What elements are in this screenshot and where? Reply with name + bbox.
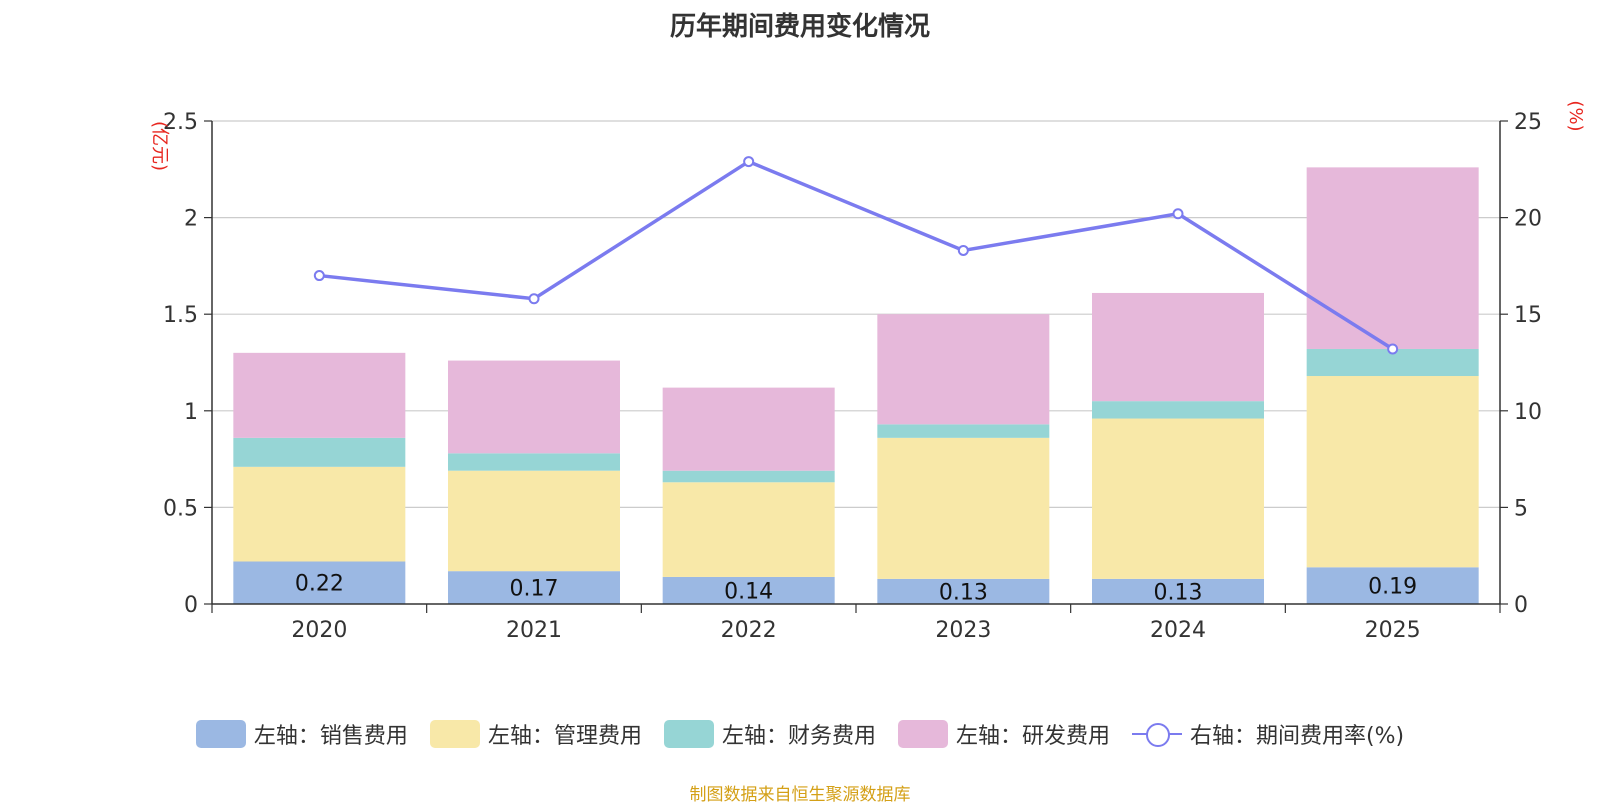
- bar-data-label: 0.13: [1154, 580, 1203, 605]
- bar-segment-2022-1: [662, 482, 835, 577]
- rate-point: [957, 244, 969, 256]
- bar-segment-2021-0: [448, 571, 620, 604]
- legend-item-finance[interactable]: 左轴：财务费用: [663, 718, 876, 750]
- rate-point: [313, 270, 325, 282]
- source-note: 制图数据来自恒生聚源数据库: [689, 785, 911, 805]
- right-axis-tick-label: 15: [1514, 303, 1542, 328]
- bar-segment-2025-1: [1306, 376, 1479, 568]
- bar-data-label: 0.17: [510, 577, 559, 602]
- chart-title: 历年期间费用变化情况: [669, 12, 930, 42]
- bar-data-label: 0.22: [295, 572, 344, 597]
- legend-swatch-rate: [1131, 720, 1182, 748]
- bar-segment-2022-3: [662, 387, 835, 471]
- rate-point: [528, 293, 540, 305]
- x-axis-tick-label: 2022: [721, 618, 777, 643]
- bar-segment-2021-3: [448, 360, 620, 454]
- left-axis-tick-label: 0: [184, 593, 198, 618]
- legend-swatch-sales: [195, 720, 246, 748]
- x-axis-tick-label: 2023: [935, 618, 991, 643]
- left-axis-tick-label: 2.5: [163, 110, 198, 135]
- bar-data-label: 0.13: [939, 580, 988, 605]
- bar-segment-2020-0: [233, 561, 406, 604]
- legend-swatch-admin: [429, 720, 480, 748]
- left-axis-tick-label: 0.5: [163, 496, 198, 521]
- right-axis-tick-label: 5: [1514, 496, 1528, 521]
- x-axis-tick-label: 2024: [1150, 618, 1206, 643]
- bar-segment-2024-0: [1092, 578, 1264, 604]
- rate-point: [1387, 343, 1399, 355]
- bar-segment-2021-2: [448, 453, 620, 471]
- bar-segment-2023-1: [877, 437, 1050, 579]
- left-axis-tick-label: 2: [184, 207, 198, 232]
- rate-point: [743, 156, 755, 168]
- bar-segment-2024-1: [1092, 418, 1264, 579]
- bar-segment-2023-0: [877, 578, 1050, 604]
- legend-label-sales: 左轴：销售费用: [253, 724, 408, 749]
- rate-line: [319, 159, 1394, 351]
- bar-segment-2025-0: [1306, 567, 1479, 604]
- right-axis-tick-label: 20: [1514, 207, 1542, 232]
- legend-swatch-rnd: [897, 720, 948, 748]
- bar-segment-2023-2: [877, 424, 1050, 438]
- bar-segment-2023-3: [877, 314, 1050, 425]
- right-axis-tick-label: 25: [1514, 110, 1542, 135]
- legend-item-admin[interactable]: 左轴：管理费用: [429, 718, 642, 750]
- bar-segment-2024-3: [1092, 292, 1264, 402]
- bar-segment-2022-2: [662, 470, 835, 483]
- rate-point: [1172, 208, 1184, 220]
- bar-segment-2021-1: [448, 470, 620, 572]
- legend-item-rate[interactable]: 右轴：期间费用率(%): [1131, 718, 1405, 750]
- bar-data-label: 0.19: [1368, 575, 1417, 600]
- legend-label-rnd: 左轴：研发费用: [955, 724, 1110, 749]
- bar-segment-2024-2: [1092, 401, 1264, 419]
- bar-segment-2020-3: [233, 352, 406, 438]
- left-axis-tick-label: 1: [184, 400, 198, 425]
- bar-segment-2020-2: [233, 437, 406, 467]
- legend-label-rate: 右轴：期间费用率(%): [1189, 724, 1405, 749]
- left-axis-unit: (亿元): [149, 121, 170, 171]
- x-axis-tick-label: 2025: [1365, 618, 1421, 643]
- x-axis-tick-label: 2021: [506, 618, 562, 643]
- legend-item-sales[interactable]: 左轴：销售费用: [195, 718, 408, 750]
- right-axis-unit: (%): [1565, 100, 1586, 131]
- bar-data-label: 0.14: [724, 579, 773, 604]
- legend-item-rnd[interactable]: 左轴：研发费用: [897, 718, 1110, 750]
- bar-segment-2025-3: [1306, 167, 1479, 349]
- right-axis-tick-label: 0: [1514, 593, 1528, 618]
- legend: 左轴：销售费用 左轴：管理费用 左轴：财务费用 左轴：研发费用 右轴：期间费用率…: [0, 718, 1600, 750]
- bar-segment-2022-0: [662, 576, 835, 604]
- x-axis-tick-label: 2020: [291, 618, 347, 643]
- legend-swatch-finance: [663, 720, 714, 748]
- right-axis-tick-label: 10: [1514, 400, 1542, 425]
- bar-segment-2020-1: [233, 466, 406, 562]
- legend-label-finance: 左轴：财务费用: [721, 724, 876, 749]
- legend-label-admin: 左轴：管理费用: [487, 724, 642, 749]
- left-axis-tick-label: 1.5: [163, 303, 198, 328]
